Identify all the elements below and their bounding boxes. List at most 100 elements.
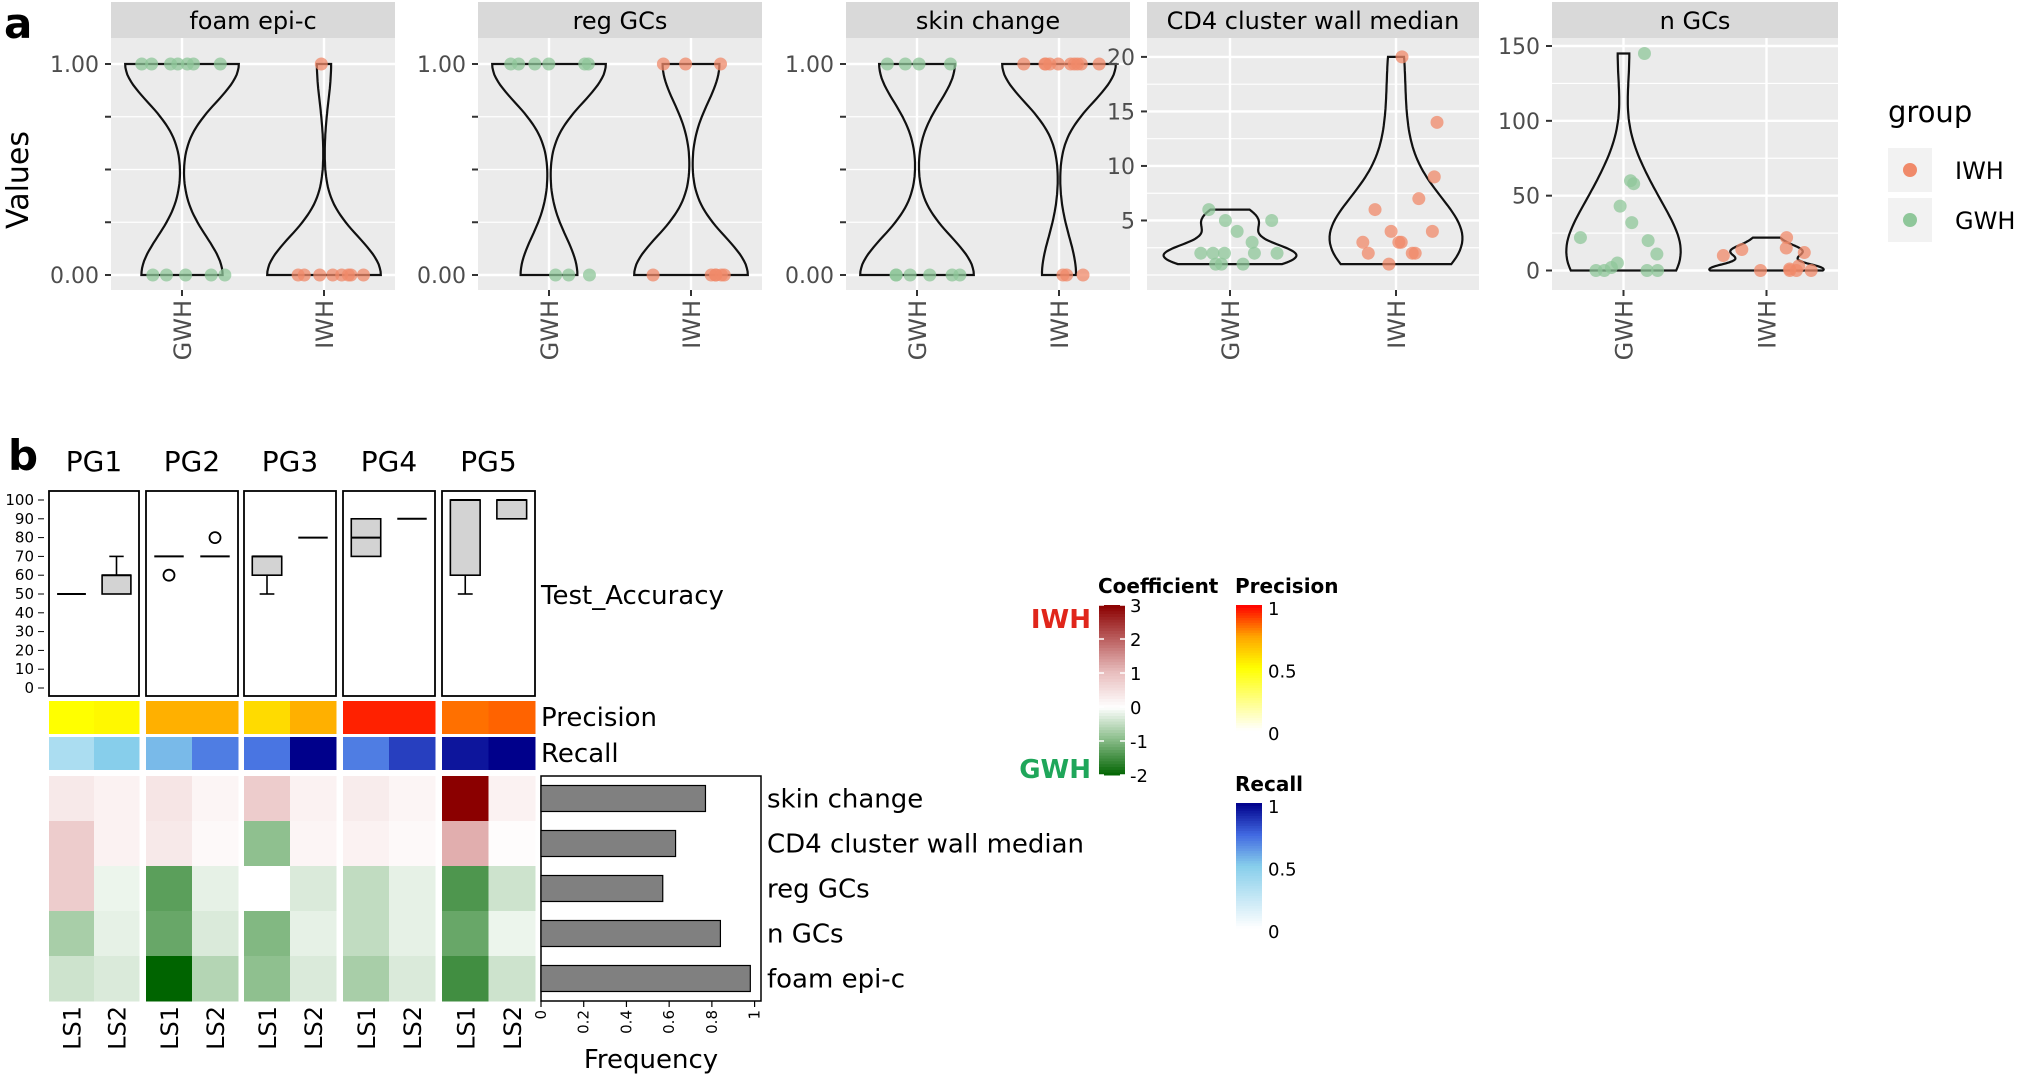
data-point-iwh	[1780, 231, 1794, 245]
recall-legend-swatch	[1236, 925, 1262, 929]
precision-legend-swatch	[1236, 642, 1262, 646]
recall-legend-swatch	[1236, 855, 1262, 859]
coefficient-legend-tick-label: -1	[1130, 732, 1148, 753]
precision-legend-swatch	[1236, 692, 1262, 696]
box-y-tick-label: 60	[15, 566, 34, 584]
data-point-iwh	[1017, 57, 1031, 71]
coefficient-legend-swatch	[1099, 678, 1125, 682]
data-point-iwh	[1430, 115, 1444, 129]
coefficient-legend-swatch	[1099, 622, 1125, 626]
data-point-iwh	[1779, 241, 1793, 255]
frequency-bar-skin-change	[540, 784, 707, 813]
coef-cell-reg-gcs-pg2-ls2	[192, 866, 239, 912]
coefficient-legend-swatch	[1099, 673, 1125, 677]
data-point-gwh	[1270, 246, 1284, 260]
coefficient-legend-swatch	[1099, 681, 1125, 685]
box-panel-pg2	[145, 490, 239, 697]
coefficient-legend-swatch	[1099, 636, 1125, 640]
facet-strip	[111, 2, 395, 38]
coef-cell-cd4-cluster-wall-median-pg5-ls1	[442, 821, 489, 867]
precision-cell-pg1-ls1	[49, 701, 95, 734]
precision-legend-swatch	[1236, 622, 1262, 626]
recall-legend-tick-label: 0.5	[1268, 860, 1297, 881]
x-tick-label: GWH	[1611, 300, 1639, 360]
ls-label: LS2	[499, 1006, 527, 1050]
precision-legend-swatch	[1236, 617, 1262, 621]
panel-b: b PG1 PG2 PG3 PG4 PG5 0102030405060708090100…	[5, 431, 1338, 1075]
precision-legend-swatch	[1236, 635, 1262, 638]
box-y-tick-label: 100	[5, 491, 34, 509]
recall-legend-swatch	[1236, 898, 1262, 901]
precision-legend-swatch	[1236, 652, 1262, 656]
precision-legend-swatch	[1236, 612, 1262, 616]
precision-legend-swatch	[1236, 672, 1262, 676]
coefficient-legend-tick-label: 0	[1130, 698, 1141, 719]
recall-cell-pg5-ls1	[442, 737, 489, 770]
coefficient-legend-swatch	[1099, 670, 1125, 674]
facet-title: CD4 cluster wall median	[1167, 7, 1460, 35]
coef-cell-cd4-cluster-wall-median-pg4-ls1	[343, 821, 390, 867]
ls-label: LS1	[452, 1006, 480, 1050]
box-y-tick-label: 40	[15, 604, 34, 622]
frequency-x-tick-label: 1	[746, 1010, 764, 1020]
data-point-iwh	[1408, 246, 1422, 260]
boxplot-pg2-ls2	[200, 531, 230, 558]
facet-title: n GCs	[1660, 7, 1731, 35]
recall-legend-swatch	[1236, 863, 1262, 866]
recall-cell-pg5-ls2	[488, 737, 536, 770]
boxplot-pg2-ls1	[154, 555, 184, 582]
box-panel-pg3	[243, 490, 337, 697]
data-point-iwh	[1060, 268, 1074, 282]
precision-legend-swatch	[1236, 620, 1262, 623]
recall-legend-swatch	[1236, 880, 1262, 884]
precision-legend-swatch	[1236, 725, 1262, 728]
recall-cell-pg3-ls1	[244, 737, 291, 770]
recall-legend-swatch	[1236, 900, 1262, 904]
test-accuracy-label: Test_Accuracy	[540, 581, 724, 611]
precision-legend-swatch	[1236, 647, 1262, 651]
recall-legend-swatch	[1236, 818, 1262, 821]
facet-panel-bg	[111, 38, 395, 290]
coef-cell-foam-epi-c-pg3-ls2	[290, 956, 337, 1002]
data-point-gwh	[923, 268, 937, 282]
box-y-tick-label: 50	[15, 585, 34, 603]
coef-cell-cd4-cluster-wall-median-pg3-ls2	[290, 821, 337, 867]
coefficient-legend-swatch	[1099, 647, 1125, 651]
y-tick-label: 150	[1498, 35, 1540, 60]
y-tick-label: 10	[1107, 155, 1135, 180]
x-tick-label: GWH	[904, 300, 932, 360]
data-point-gwh	[542, 57, 556, 71]
recall-legend-swatch	[1236, 873, 1262, 876]
coef-cell-n-gcs-pg1-ls2	[94, 911, 140, 957]
recall-row-label: Recall	[541, 739, 619, 769]
coef-cell-n-gcs-pg2-ls2	[192, 911, 239, 957]
precision-legend-swatch	[1236, 667, 1262, 671]
data-point-gwh	[1573, 231, 1587, 245]
precision-legend-swatch	[1236, 650, 1262, 653]
coef-cell-skin-change-pg1-ls2	[94, 776, 140, 822]
panel-a-ylabel: Values	[1, 131, 36, 229]
y-tick-label: 100	[1498, 110, 1540, 135]
coefficient-legend-swatch	[1099, 692, 1125, 697]
recall-legend-swatch	[1236, 853, 1262, 856]
precision-legend-swatch	[1236, 610, 1262, 613]
coefficient-legend-swatch	[1099, 690, 1125, 694]
facet-skin-change: skin change 0.00 1.00 GWH IWH	[785, 2, 1130, 360]
data-point-gwh	[186, 57, 200, 71]
recall-legend-title: Recall	[1235, 772, 1303, 796]
recall-legend-swatch	[1236, 878, 1262, 881]
data-point-gwh	[562, 268, 576, 282]
coef-cell-n-gcs-pg3-ls1	[244, 911, 291, 957]
data-point-iwh	[1092, 57, 1106, 71]
recall-legend-swatch	[1236, 903, 1262, 906]
coef-cell-cd4-cluster-wall-median-pg1-ls1	[49, 821, 95, 867]
data-point-iwh	[1051, 57, 1065, 71]
violin-gwh	[491, 62, 607, 277]
data-point-gwh	[953, 268, 967, 282]
recall-legend-swatch	[1236, 808, 1262, 811]
recall-legend-swatch	[1236, 810, 1262, 814]
ls-label: LS1	[59, 1006, 87, 1050]
boxplot-pg5-ls1	[449, 499, 481, 595]
